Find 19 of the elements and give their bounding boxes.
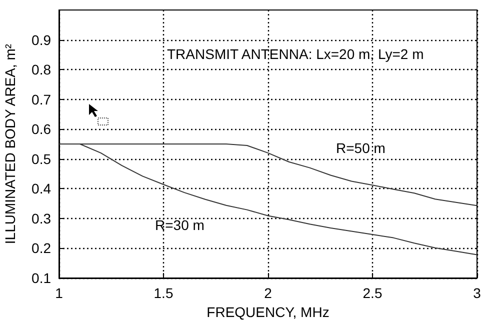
annotation: R=50 m [336,140,386,156]
y-tick-label: 0.8 [32,62,52,78]
y-tick-label: 0.2 [32,240,52,256]
y-tick-label: 0.9 [32,32,52,48]
y-tick-label: 0.5 [32,150,52,167]
y-tick-label: 0.1 [32,270,52,286]
x-tick-label: 2 [264,285,272,301]
y-axis-title: ILLUMINATED BODY AREA, m² [2,44,18,244]
y-tick-label: 0.7 [32,91,52,108]
x-tick-label: 2.5 [362,285,382,301]
y-tick-label: 0.3 [32,210,52,226]
annotation: R=30 m [155,217,204,233]
x-axis-title: FREQUENCY, MHz [206,304,330,320]
y-tick-label: 0.4 [32,180,52,197]
x-tick-label: 1 [55,285,64,301]
annotation: TRANSMIT ANTENNA: Lx=20 m, Ly=2 m [167,46,424,62]
y-tick-label: 0.6 [32,121,52,138]
x-tick-label: 1.5 [154,285,174,301]
x-tick-label: 3 [473,285,482,301]
